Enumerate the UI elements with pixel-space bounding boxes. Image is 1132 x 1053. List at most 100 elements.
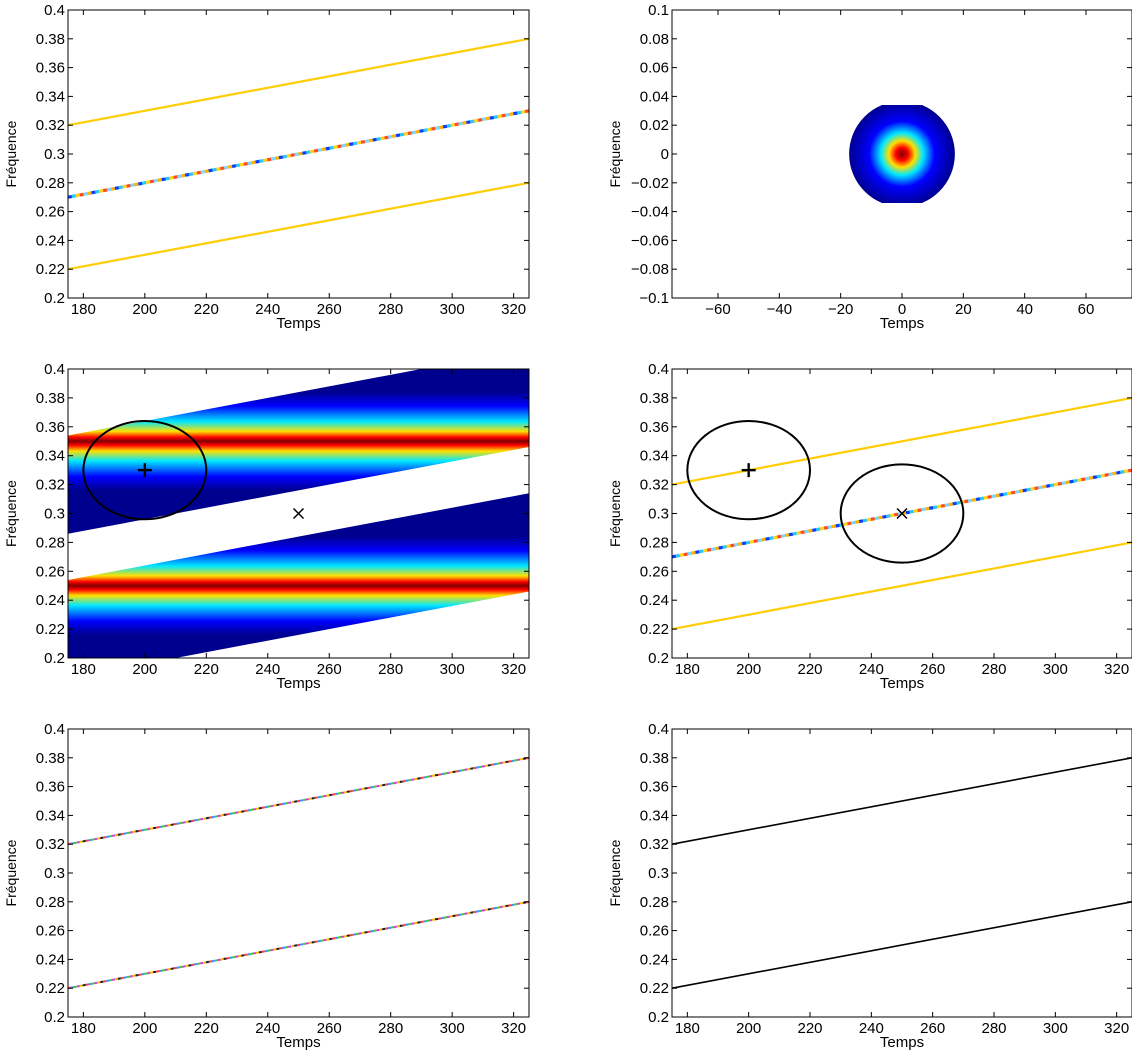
y-tick-label: 0.22 — [36, 980, 65, 997]
x-tick-label: 280 — [981, 661, 1006, 678]
y-tick-label: −0.1 — [639, 290, 669, 307]
x-tick-label: 200 — [132, 301, 157, 318]
y-tick-label: 0.28 — [36, 894, 65, 911]
y-tick-label: 0.02 — [640, 117, 669, 134]
y-tick-label: 0.3 — [44, 506, 65, 523]
y-tick-label: 0.26 — [36, 563, 65, 580]
x-tick-label: 300 — [440, 1020, 465, 1037]
plot-area — [68, 37, 529, 271]
y-tick-label: −0.04 — [631, 204, 669, 221]
plus-marker — [137, 463, 152, 478]
y-tick-label: 0.2 — [44, 1009, 65, 1026]
colour-band — [68, 493, 529, 658]
x-tick-label: 280 — [378, 1020, 403, 1037]
y-tick-label: 0.38 — [36, 390, 65, 407]
y-tick-label: 0.34 — [640, 807, 669, 824]
x-tick-label: 280 — [378, 301, 403, 318]
x-tick-label: 320 — [501, 661, 526, 678]
axes-box — [67, 728, 530, 1018]
x-axis-label: Temps — [880, 1034, 924, 1051]
x-tick-label: 0 — [898, 301, 906, 318]
y-tick-label: −0.02 — [631, 175, 669, 192]
panel-5: 180 200 220 240 260 280 300 320 0.2 0.22 0.24 0.26 0… — [3, 721, 530, 1051]
x-tick-label: −60 — [705, 301, 730, 318]
y-tick-label: 0.34 — [36, 448, 65, 465]
y-axis-label: Fréquence — [3, 120, 19, 187]
plot-area — [672, 396, 1132, 631]
x-tick-label: 240 — [255, 1020, 280, 1037]
y-tick-label: 0.38 — [36, 750, 65, 767]
y-tick-label: 0.32 — [36, 477, 65, 494]
y-tick-label: 0.3 — [44, 865, 65, 882]
ridge-line — [672, 396, 1132, 486]
window-circle — [686, 420, 812, 521]
x-tick-label: 300 — [440, 301, 465, 318]
y-tick-label: 0.32 — [640, 477, 669, 494]
y-tick-label: 0.34 — [36, 88, 65, 105]
x-tick-label: 240 — [859, 1020, 884, 1037]
x-tick-label: 200 — [736, 661, 761, 678]
x-tick-label: 300 — [1043, 661, 1068, 678]
ridge-line — [68, 181, 529, 271]
window-circle — [839, 463, 965, 564]
y-tick-label: 0.32 — [36, 836, 65, 853]
x-tick-label: 180 — [675, 1020, 700, 1037]
x-axis-label: Temps — [880, 315, 924, 332]
y-tick-label: 0.24 — [36, 232, 65, 249]
x-tick-label: −20 — [828, 301, 853, 318]
y-tick-label: 0 — [661, 146, 669, 163]
panel-2: −60 −40 −20 0 20 40 60 −0.1 −0.08 −0.06 −0.04 −0.02… — [607, 2, 1132, 332]
ridge-line — [68, 756, 529, 846]
x-tick-label: 220 — [194, 301, 219, 318]
y-tick-label: 0.28 — [640, 894, 669, 911]
colour-band — [68, 369, 529, 534]
panel-3: 180 200 220 240 260 280 300 320 0.2 0.22 0.24 0.26 0… — [3, 361, 530, 692]
y-tick-label: 0.22 — [640, 980, 669, 997]
y-tick-label: −0.06 — [631, 232, 669, 249]
x-axis-label: Temps — [276, 1034, 320, 1051]
x-tick-label: 320 — [501, 301, 526, 318]
x-tick-label: 180 — [71, 1020, 96, 1037]
y-tick-label: −0.08 — [631, 261, 669, 278]
x-tick-label: 320 — [1104, 661, 1129, 678]
x-tick-label: 200 — [132, 1020, 157, 1037]
y-tick-label: 0.3 — [648, 865, 669, 882]
plot-area — [672, 757, 1132, 989]
x-axis-label: Temps — [276, 315, 320, 332]
y-tick-label: 0.32 — [36, 117, 65, 134]
cross-marker — [292, 507, 305, 520]
x-tick-label: 180 — [71, 661, 96, 678]
interference-line — [68, 109, 529, 199]
x-tick-label: −40 — [767, 301, 792, 318]
x-tick-label: 260 — [317, 661, 342, 678]
cross-marker — [896, 507, 908, 520]
panel-6: 180 200 220 240 260 280 300 320 0.2 0.22 0.24 0.26 0… — [607, 721, 1132, 1051]
y-tick-label: 0.4 — [648, 361, 669, 378]
y-tick-label: 0.04 — [640, 88, 669, 105]
ridge-line — [68, 37, 529, 127]
y-tick-label: 0.36 — [640, 779, 669, 796]
x-tick-label: 220 — [194, 1020, 219, 1037]
y-tick-label: 0.24 — [36, 592, 65, 609]
y-tick-label: 0.4 — [44, 721, 65, 738]
y-tick-label: 0.38 — [640, 390, 669, 407]
y-tick-label: 0.38 — [36, 31, 65, 48]
axes-box — [671, 728, 1132, 1018]
window-circle — [82, 420, 208, 521]
y-tick-label: 0.24 — [36, 951, 65, 968]
x-tick-label: 320 — [1104, 1020, 1129, 1037]
y-tick-label: 0.08 — [640, 31, 669, 48]
x-tick-label: 20 — [955, 301, 972, 318]
x-tick-label: 220 — [194, 661, 219, 678]
y-tick-label: 0.32 — [640, 836, 669, 853]
y-tick-label: 0.22 — [640, 621, 669, 638]
y-tick-label: 0.28 — [640, 534, 669, 551]
y-tick-label: 0.3 — [44, 146, 65, 163]
ridge-line — [672, 757, 1132, 845]
y-tick-label: 0.1 — [648, 2, 669, 19]
y-tick-label: 0.38 — [640, 750, 669, 767]
x-tick-label: 320 — [501, 1020, 526, 1037]
y-tick-label: 0.26 — [36, 923, 65, 940]
x-axis-label: Temps — [276, 675, 320, 692]
y-axis-label: Fréquence — [607, 120, 623, 187]
